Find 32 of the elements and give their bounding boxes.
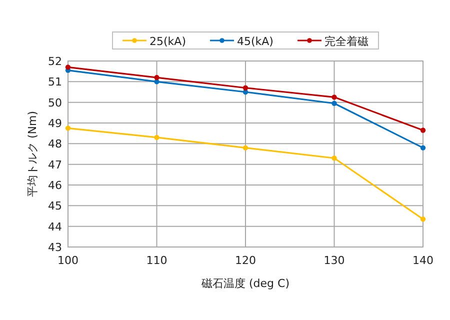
x-tick-label: 120 xyxy=(235,254,256,267)
point xyxy=(420,216,426,222)
point xyxy=(420,145,426,150)
point xyxy=(420,128,426,133)
point xyxy=(65,64,71,70)
x-tick-label: 130 xyxy=(324,254,345,267)
point xyxy=(242,145,248,150)
x-tick-label: 110 xyxy=(146,254,168,267)
point xyxy=(332,156,337,161)
legend-label: 45(kA) xyxy=(237,35,274,48)
legend-label: 25(kA) xyxy=(150,35,186,48)
x-tick-label: 140 xyxy=(412,254,434,267)
point xyxy=(242,85,248,90)
y-tick-label: 45 xyxy=(48,200,62,213)
legend-label: 完全着磁 xyxy=(324,35,368,48)
point xyxy=(332,94,337,100)
point xyxy=(332,100,337,106)
y-tick-label: 44 xyxy=(48,220,62,234)
y-tick-label: 47 xyxy=(48,158,62,172)
y-tick-label: 43 xyxy=(48,241,62,254)
y-tick-label: 49 xyxy=(48,117,62,130)
y-tick-label: 46 xyxy=(48,179,62,192)
point xyxy=(154,74,160,80)
y-axis-title: 平均トルク (Nm) xyxy=(26,110,39,198)
y-tick-label: 51 xyxy=(48,76,62,89)
y-tick-label: 48 xyxy=(48,138,62,151)
point xyxy=(65,126,71,131)
x-axis-title: 磁石温度 (deg C) xyxy=(200,277,290,290)
point xyxy=(154,134,160,140)
y-tick-label: 52 xyxy=(48,55,62,68)
x-tick-label: 100 xyxy=(58,254,78,267)
y-tick-label: 50 xyxy=(48,96,62,110)
